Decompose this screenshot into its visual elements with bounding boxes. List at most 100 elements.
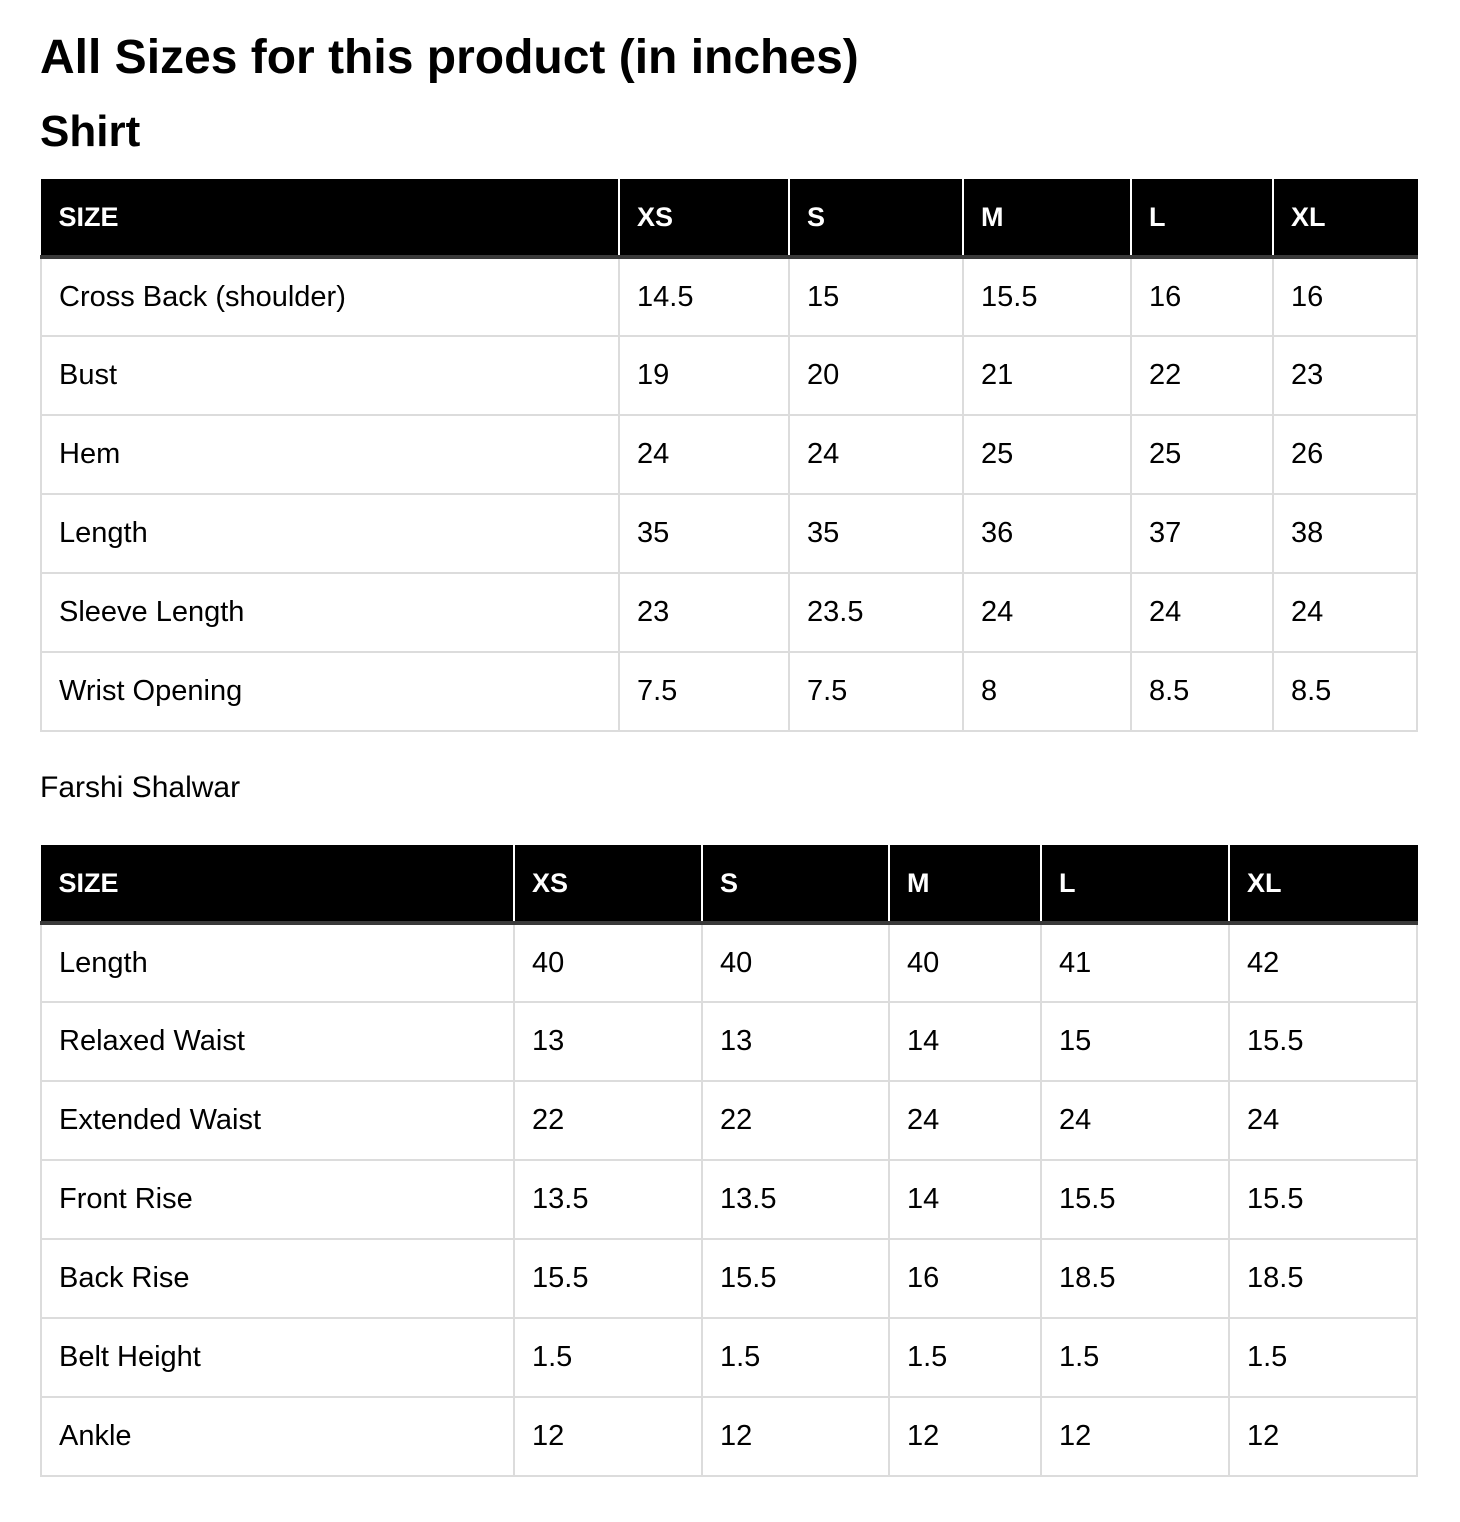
table-cell: 15.5	[1228, 1001, 1418, 1082]
table-cell: 40	[888, 922, 1042, 1003]
table-cell: 12	[1040, 1396, 1230, 1477]
table-cell: 36	[962, 493, 1132, 574]
measurement-label: Hem	[40, 414, 620, 495]
table-cell: 15	[788, 256, 964, 337]
measurement-label: Extended Waist	[40, 1080, 515, 1161]
table-cell: 1.5	[888, 1317, 1042, 1398]
column-header-xl: XL	[1272, 177, 1418, 259]
table-row: Hem 24 24 25 25 26	[40, 414, 1418, 495]
table-cell: 13.5	[701, 1159, 890, 1240]
table-cell: 26	[1272, 414, 1418, 495]
table-cell: 19	[618, 335, 790, 416]
measurement-label: Bust	[40, 335, 620, 416]
column-header-size: SIZE	[40, 843, 515, 925]
table-cell: 8	[962, 651, 1132, 732]
table-cell: 15.5	[1040, 1159, 1230, 1240]
table-row: Sleeve Length 23 23.5 24 24 24	[40, 572, 1418, 653]
table-cell: 24	[1040, 1080, 1230, 1161]
table-cell: 23	[618, 572, 790, 653]
table-cell: 15.5	[1228, 1159, 1418, 1240]
measurement-label: Ankle	[40, 1396, 515, 1477]
table-cell: 22	[1130, 335, 1274, 416]
table-row: Length 40 40 40 41 42	[40, 922, 1418, 1003]
measurement-label: Relaxed Waist	[40, 1001, 515, 1082]
table-cell: 13	[701, 1001, 890, 1082]
measurement-label: Belt Height	[40, 1317, 515, 1398]
shalwar-section-title: Farshi Shalwar	[40, 771, 241, 804]
table-cell: 24	[888, 1080, 1042, 1161]
table-cell: 37	[1130, 493, 1274, 574]
table-cell: 38	[1272, 493, 1418, 574]
shirt-section-title: Shirt	[40, 107, 141, 156]
table-cell: 24	[1130, 572, 1274, 653]
table-cell: 7.5	[788, 651, 964, 732]
table-row: Bust 19 20 21 22 23	[40, 335, 1418, 416]
table-cell: 13.5	[513, 1159, 703, 1240]
table-cell: 14.5	[618, 256, 790, 337]
table-cell: 1.5	[1228, 1317, 1418, 1398]
table-row: Back Rise 15.5 15.5 16 18.5 18.5	[40, 1238, 1418, 1319]
table-cell: 8.5	[1130, 651, 1274, 732]
table-row: Belt Height 1.5 1.5 1.5 1.5 1.5	[40, 1317, 1418, 1398]
table-cell: 35	[788, 493, 964, 574]
measurement-label: Cross Back (shoulder)	[40, 256, 620, 337]
table-cell: 24	[618, 414, 790, 495]
table-row: Cross Back (shoulder) 14.5 15 15.5 16 16	[40, 256, 1418, 337]
table-cell: 35	[618, 493, 790, 574]
table-cell: 24	[962, 572, 1132, 653]
table-row: Ankle 12 12 12 12 12	[40, 1396, 1418, 1477]
table-cell: 15	[1040, 1001, 1230, 1082]
table-cell: 1.5	[701, 1317, 890, 1398]
table-cell: 13	[513, 1001, 703, 1082]
table-cell: 15.5	[513, 1238, 703, 1319]
table-header-row: SIZE XS S M L XL	[40, 177, 1418, 259]
shalwar-size-table: SIZE XS S M L XL Length 40 40 40 41 42 R…	[40, 843, 1418, 1477]
table-cell: 7.5	[618, 651, 790, 732]
shirt-size-table: SIZE XS S M L XL Cross Back (shoulder) 1…	[40, 177, 1418, 732]
measurement-label: Sleeve Length	[40, 572, 620, 653]
table-cell: 8.5	[1272, 651, 1418, 732]
table-cell: 15.5	[701, 1238, 890, 1319]
table-cell: 15.5	[962, 256, 1132, 337]
measurement-label: Wrist Opening	[40, 651, 620, 732]
table-cell: 18.5	[1228, 1238, 1418, 1319]
measurement-label: Front Rise	[40, 1159, 515, 1240]
column-header-xl: XL	[1228, 843, 1418, 925]
column-header-xs: XS	[513, 843, 703, 925]
table-cell: 12	[1228, 1396, 1418, 1477]
table-cell: 23.5	[788, 572, 964, 653]
table-cell: 22	[701, 1080, 890, 1161]
table-row: Length 35 35 36 37 38	[40, 493, 1418, 574]
table-cell: 16	[1272, 256, 1418, 337]
table-cell: 16	[1130, 256, 1274, 337]
table-cell: 21	[962, 335, 1132, 416]
measurement-label: Length	[40, 922, 515, 1003]
table-header-row: SIZE XS S M L XL	[40, 843, 1418, 925]
column-header-s: S	[701, 843, 890, 925]
table-cell: 24	[1272, 572, 1418, 653]
table-row: Extended Waist 22 22 24 24 24	[40, 1080, 1418, 1161]
column-header-l: L	[1130, 177, 1274, 259]
table-cell: 22	[513, 1080, 703, 1161]
table-cell: 24	[788, 414, 964, 495]
table-cell: 12	[701, 1396, 890, 1477]
table-cell: 40	[701, 922, 890, 1003]
column-header-l: L	[1040, 843, 1230, 925]
table-cell: 1.5	[513, 1317, 703, 1398]
table-row: Relaxed Waist 13 13 14 15 15.5	[40, 1001, 1418, 1082]
table-row: Front Rise 13.5 13.5 14 15.5 15.5	[40, 1159, 1418, 1240]
table-cell: 25	[1130, 414, 1274, 495]
column-header-m: M	[962, 177, 1132, 259]
table-cell: 18.5	[1040, 1238, 1230, 1319]
table-row: Wrist Opening 7.5 7.5 8 8.5 8.5	[40, 651, 1418, 732]
column-header-xs: XS	[618, 177, 790, 259]
column-header-s: S	[788, 177, 964, 259]
column-header-size: SIZE	[40, 177, 620, 259]
table-cell: 12	[513, 1396, 703, 1477]
table-cell: 25	[962, 414, 1132, 495]
table-cell: 14	[888, 1159, 1042, 1240]
page-title: All Sizes for this product (in inches)	[40, 31, 859, 84]
table-cell: 14	[888, 1001, 1042, 1082]
table-cell: 12	[888, 1396, 1042, 1477]
table-cell: 41	[1040, 922, 1230, 1003]
